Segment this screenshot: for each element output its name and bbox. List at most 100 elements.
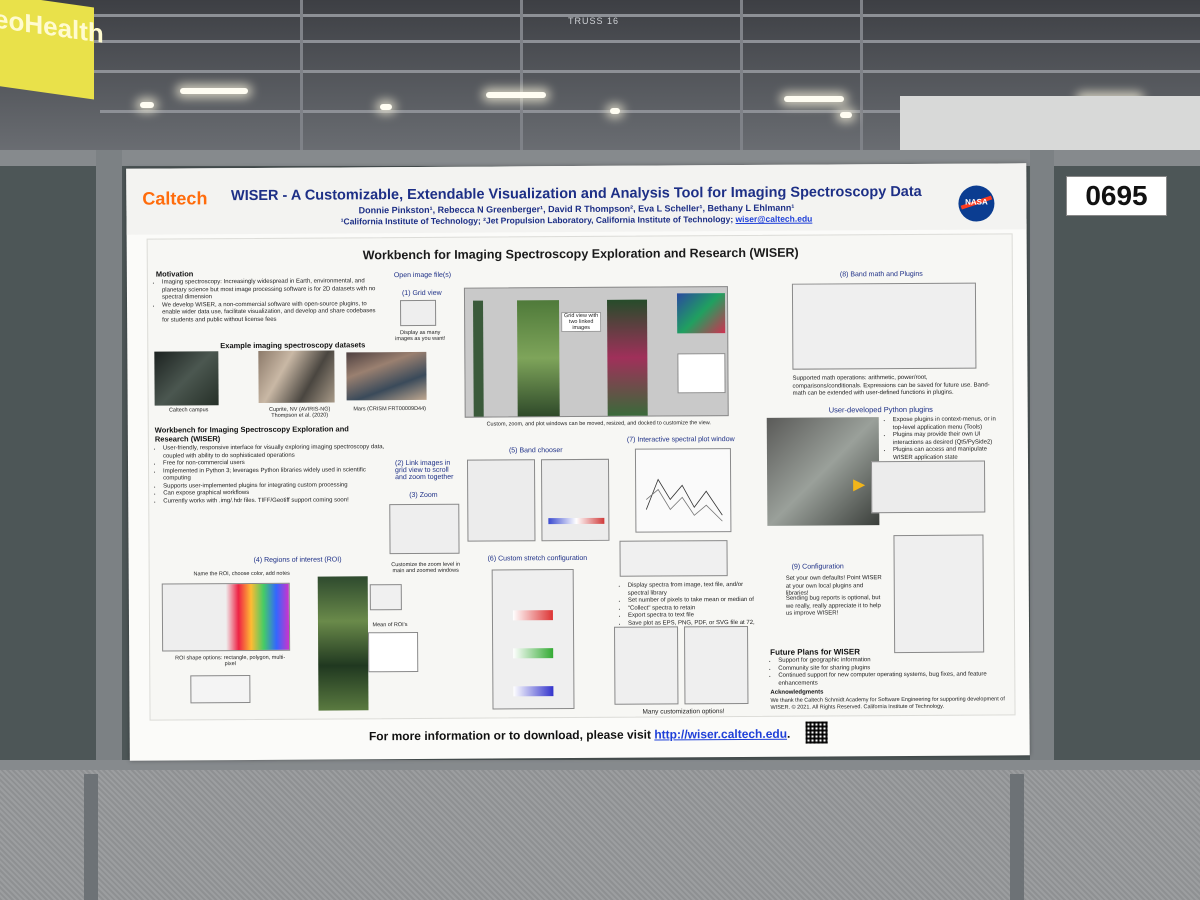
link-images-label: (2) Link images in grid view to scroll a…: [394, 459, 454, 482]
future-bullet: Continued support for new computer opera…: [778, 671, 1008, 687]
truss-beam: [100, 110, 1200, 113]
column: [860, 0, 863, 160]
board-frame-left: [96, 150, 122, 780]
grid-view-menu: [400, 299, 437, 327]
roi-mean-caption: Mean of ROI's: [372, 622, 408, 629]
spectral-plot-svg: [645, 478, 723, 522]
ceiling-light: [784, 96, 844, 102]
roi-color-dialog: [161, 582, 291, 652]
plugin-list: Expose plugins in context-menus, or in t…: [893, 416, 1005, 462]
ceiling-light: [840, 112, 852, 118]
workbench-bullet: Implemented in Python 3; leverages Pytho…: [163, 467, 385, 483]
open-image-label: Open image file(s): [393, 271, 452, 280]
configuration-label: (9) Configuration: [791, 563, 844, 571]
future-list: Support for geographic information Commu…: [778, 656, 1008, 687]
band-math-dialog: [791, 282, 977, 370]
zoom-screenshot: [389, 503, 460, 555]
spectrum-line: [645, 488, 723, 522]
acknowledgments-heading: Acknowledgments: [770, 689, 824, 696]
customization-caption: Many customization options!: [642, 708, 725, 716]
truss-beam: [0, 40, 1200, 43]
caltech-logo: Caltech: [142, 188, 208, 209]
roi-shape-menu: [190, 675, 251, 704]
arrow-icon: [853, 479, 866, 492]
truss-label: TRUSS 16: [568, 16, 620, 26]
affiliations-text: ¹California Institute of Technology; ²Je…: [340, 214, 734, 227]
nasa-logo-text: NASA: [965, 197, 988, 207]
custom-stretch-dialog: [491, 569, 575, 710]
caption-caltech: Caltech campus: [168, 407, 209, 414]
main-screenshot: Grid view with two linked images: [463, 286, 729, 418]
bug-text: Sending bug reports is optional, but we …: [785, 595, 881, 617]
roi-menu: [369, 584, 402, 611]
workbench-bullet: Currently works with .img/.hdr files. TI…: [163, 497, 385, 506]
spectrum-pane: [677, 353, 726, 394]
future-heading: Future Plans for WISER: [770, 647, 860, 657]
configuration-dialog: [893, 534, 985, 654]
histogram-green: [513, 648, 554, 659]
ceiling-light: [610, 108, 620, 114]
spectral-bullet: Set number of pixels to take mean or med…: [628, 597, 758, 605]
strip-image: [607, 299, 648, 416]
board-number: 0695: [1066, 176, 1167, 216]
board-frame-top: [0, 150, 1200, 166]
ceiling-light: [140, 102, 154, 108]
roi-label: (4) Regions of interest (ROI): [253, 556, 342, 564]
column: [520, 0, 523, 160]
truss-beam: [0, 70, 1200, 73]
histogram-red: [512, 610, 553, 621]
ceiling-light: [380, 104, 392, 110]
custom-stretch-label: (6) Custom stretch configuration: [487, 554, 588, 563]
board-leg: [1010, 774, 1024, 900]
band-chooser-label: (5) Band chooser: [508, 447, 563, 455]
roi-mean-plot: [368, 631, 419, 673]
poster: Caltech WISER - A Customizable, Extendab…: [126, 163, 1030, 761]
spectral-plot-label: (7) Interactive spectral plot window: [626, 436, 735, 444]
main-heading: Workbench for Imaging Spectroscopy Explo…: [362, 245, 799, 263]
strip-image: [473, 300, 484, 417]
gaussian-blur-dialog: [871, 460, 986, 514]
qr-code: [805, 721, 828, 744]
board-frame-right: [1030, 150, 1054, 780]
acknowledgments-text: We thank the Caltech Schmidt Academy for…: [770, 696, 1005, 711]
poster-header: Caltech WISER - A Customizable, Extendab…: [126, 163, 1027, 235]
cuprite-image: [258, 350, 335, 403]
poster-body: Workbench for Imaging Spectroscopy Explo…: [146, 233, 1016, 721]
caltech-campus-image: [154, 351, 219, 406]
grid-view-caption: Display as many images as you want!: [395, 329, 446, 343]
zoom-label: (3) Zoom: [409, 491, 438, 500]
email-link[interactable]: wiser@caltech.edu: [735, 213, 813, 225]
band-chooser-dialog: [540, 458, 610, 542]
examples-heading: Example imaging spectroscopy datasets: [220, 340, 366, 351]
grid-view-label: (1) Grid view: [401, 289, 442, 298]
column: [740, 0, 743, 160]
plugin-bullet: Plugins can access and manipulate WISER …: [893, 446, 1005, 462]
grid-view-two-caption: Grid view with two linked images: [561, 311, 602, 333]
truss-beam: [0, 14, 1200, 17]
spectral-plot-window: [634, 448, 732, 533]
spectrum-line: [645, 478, 723, 516]
roi-caption-top: Name the ROI, choose color, add notes: [193, 570, 290, 578]
caption-mars: Mars (CRISM FRT00009D44): [353, 405, 427, 413]
workbench-bullet: User-friendly, responsive interface for …: [163, 444, 385, 460]
poster-footer: For more information or to download, ple…: [130, 725, 1030, 744]
settings-dialog: [614, 626, 679, 705]
column: [300, 0, 303, 160]
main-caption: Custom, zoom, and plot windows can be mo…: [486, 420, 711, 428]
band-math-label: (8) Band math and Plugins: [839, 270, 923, 279]
footer-text: For more information or to download, ple…: [368, 727, 652, 744]
motivation-bullet: We develop WISER, a non-commercial softw…: [162, 301, 384, 325]
strip-image: [517, 300, 560, 417]
colormap-bar: [548, 517, 605, 525]
histogram-blue: [513, 686, 554, 697]
banner-text: eoHealth: [0, 3, 104, 49]
carpet-floor: [0, 770, 1200, 900]
zoom-caption: Customize the zoom level in main and zoo…: [391, 561, 461, 575]
board-leg: [84, 774, 98, 900]
plugin-screenshot: [766, 417, 880, 526]
website-link[interactable]: http://wiser.caltech.edu: [654, 726, 788, 742]
banner: eoHealth: [0, 0, 104, 100]
mars-image: [346, 351, 427, 401]
motivation-heading: Motivation: [155, 269, 194, 279]
band-math-caption: Supported math operations: arithmetic, p…: [792, 374, 990, 397]
